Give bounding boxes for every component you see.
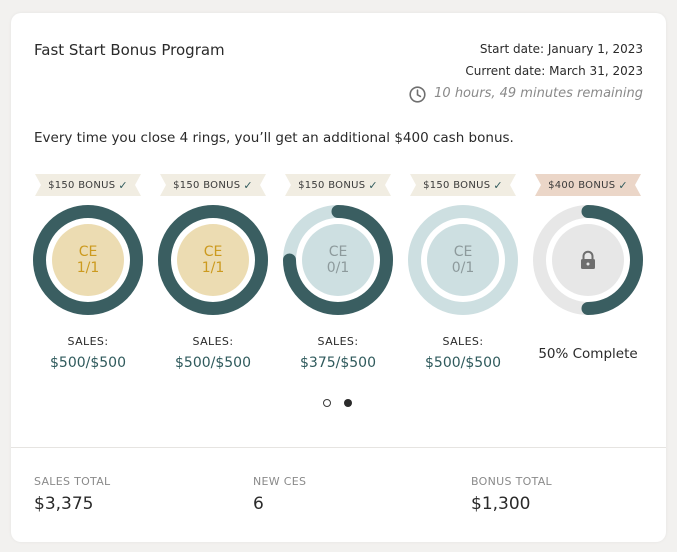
sales-total-value: $3,375 (34, 494, 94, 514)
sales-label: SALES: (67, 335, 109, 348)
page-title: Fast Start Bonus Program (34, 41, 225, 59)
sales-value: $375/$500 (300, 355, 376, 371)
sales-total-stat: SALES TOTAL $3,375 (34, 475, 110, 514)
new-ces-value: 6 (253, 494, 264, 514)
bonus-total-stat: BONUS TOTAL $1,300 (471, 475, 552, 514)
new-ces-label: NEW CES (253, 475, 307, 488)
lock-icon (581, 250, 595, 269)
super-bonus-tag: $400 BONUS ✓ (535, 174, 641, 196)
date-info: Start date: January 1, 2023 Current date… (409, 38, 643, 105)
page-dot-2[interactable] (344, 399, 352, 407)
ce-counter: CE 1/1 (33, 205, 143, 315)
bonus-tag: $150 BONUS ✓ (35, 174, 141, 196)
ring-progress (158, 205, 268, 315)
lock-container (533, 205, 643, 315)
ce-label: CE (78, 244, 98, 260)
complete-text: 50% Complete (538, 346, 638, 362)
pagination-dots (323, 399, 352, 407)
bonus-tag-label: $150 BONUS (298, 179, 366, 191)
ce-value: 1/1 (76, 260, 100, 276)
sales-value: $500/$500 (425, 355, 501, 371)
ce-value: 0/1 (451, 260, 475, 276)
sales-label: SALES: (192, 335, 234, 348)
ce-disc (52, 224, 124, 296)
progress-ring (158, 205, 268, 315)
divider (11, 447, 666, 448)
ce-counter: CE 0/1 (408, 205, 518, 315)
ce-label: CE (453, 244, 473, 260)
start-date: Start date: January 1, 2023 (479, 42, 643, 56)
sales-total-label: SALES TOTAL (34, 475, 111, 488)
super-bonus-label: $400 BONUS (548, 179, 616, 191)
progress-ring (33, 205, 143, 315)
ce-value: 1/1 (201, 260, 225, 276)
super-ring-progress (581, 205, 643, 315)
ce-counter: CE 1/1 (158, 205, 268, 315)
current-date: Current date: March 31, 2023 (465, 64, 643, 78)
page-dot-1[interactable] (323, 399, 331, 407)
new-ces-stat: NEW CES 6 (253, 475, 306, 514)
check-icon: ✓ (493, 178, 503, 192)
progress-ring (283, 205, 393, 315)
check-icon: ✓ (118, 178, 128, 192)
bonus-tag-label: $150 BONUS (173, 179, 241, 191)
check-icon: ✓ (368, 178, 378, 192)
ring-track (408, 205, 518, 315)
bonus-tag-label: $150 BONUS (48, 179, 116, 191)
clock-icon (409, 85, 426, 103)
bonus-tag: $150 BONUS ✓ (285, 174, 391, 196)
bonus-card: Fast Start Bonus Program Start date: Jan… (11, 13, 666, 542)
sales-label: SALES: (442, 335, 484, 348)
bonus-tag: $150 BONUS ✓ (410, 174, 516, 196)
ce-label: CE (328, 244, 348, 260)
ring-progress (283, 205, 393, 315)
sales-value: $500/$500 (175, 355, 251, 371)
bonus-tag-label: $150 BONUS (423, 179, 491, 191)
check-icon: ✓ (618, 178, 628, 192)
bonus-description: Every time you close 4 rings, you’ll get… (34, 130, 514, 146)
bonus-total-value: $1,300 (471, 494, 531, 514)
check-icon: ✓ (243, 178, 253, 192)
bonus-tag: $150 BONUS ✓ (160, 174, 266, 196)
ring-progress (33, 205, 143, 315)
sales-value: $500/$500 (50, 355, 126, 371)
time-remaining-text: 10 hours, 49 minutes remaining (434, 86, 643, 101)
ce-disc (177, 224, 249, 296)
ce-disc (302, 224, 374, 296)
bonus-total-label: BONUS TOTAL (471, 475, 552, 488)
ce-counter: CE 0/1 (283, 205, 393, 315)
ce-label: CE (203, 244, 223, 260)
ce-value: 0/1 (326, 260, 350, 276)
sales-label: SALES: (317, 335, 359, 348)
ce-disc (427, 224, 499, 296)
progress-ring (408, 205, 518, 315)
time-remaining: 10 hours, 49 minutes remaining (409, 83, 643, 105)
